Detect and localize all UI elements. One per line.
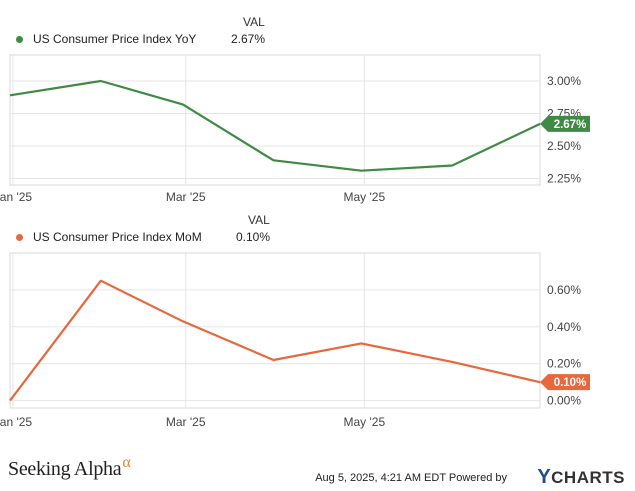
- data-point[interactable]: [7, 92, 13, 98]
- x-tick-label: Jan '25: [0, 415, 32, 429]
- plot-frame: [9, 252, 541, 409]
- footer: Seeking Alphaα Aug 5, 2025, 4:21 AM EDT …: [0, 452, 635, 491]
- legend-label: US Consumer Price Index MoM: [33, 230, 202, 244]
- plot-frame: [9, 54, 541, 186]
- data-point[interactable]: [98, 278, 104, 284]
- legend-item-mom[interactable]: US Consumer Price Index MoM: [16, 230, 202, 244]
- last-value-badge: [540, 115, 590, 132]
- alpha-logo-icon: α: [122, 454, 131, 471]
- legend-value: 2.67%: [231, 32, 266, 46]
- data-point[interactable]: [180, 318, 186, 324]
- legend-item-yoy[interactable]: US Consumer Price Index YoY: [16, 32, 196, 46]
- series-dot-icon: [16, 35, 23, 43]
- last-value-badge: [540, 374, 590, 391]
- legend-val-header: VAL: [243, 15, 265, 29]
- x-tick-label: May '25: [343, 190, 385, 204]
- logo-text: Seeking Alpha: [8, 458, 122, 480]
- x-tick-label: May '25: [343, 415, 385, 429]
- y-tick-label: 3.00%: [547, 74, 581, 88]
- y-tick-label: 0.60%: [547, 283, 581, 297]
- data-point[interactable]: [271, 157, 277, 163]
- legend-val-header: VAL: [248, 213, 270, 227]
- x-tick-label: Jan '25: [0, 190, 32, 204]
- y-tick-label: 2.25%: [547, 172, 581, 186]
- data-point[interactable]: [449, 163, 455, 169]
- y-tick-label: 0.00%: [547, 394, 581, 408]
- data-point[interactable]: [358, 340, 364, 346]
- seeking-alpha-logo[interactable]: Seeking Alphaα: [8, 454, 131, 481]
- data-point[interactable]: [180, 101, 186, 107]
- last-value-label: 0.10%: [554, 377, 587, 389]
- x-tick-label: Mar '25: [166, 190, 206, 204]
- ycharts-y-icon: Y: [537, 466, 552, 488]
- data-point[interactable]: [98, 78, 104, 84]
- last-value-label: 2.67%: [554, 119, 587, 131]
- timestamp: Aug 5, 2025, 4:21 AM EDT Powered by: [315, 472, 507, 484]
- data-point[interactable]: [358, 168, 364, 174]
- y-tick-label: 0.40%: [547, 320, 581, 334]
- x-tick-label: Mar '25: [166, 415, 206, 429]
- data-point[interactable]: [7, 398, 13, 404]
- y-tick-label: 2.50%: [547, 139, 581, 153]
- data-point[interactable]: [449, 359, 455, 365]
- ycharts-logo[interactable]: YCHARTS: [537, 466, 625, 489]
- data-point[interactable]: [271, 357, 277, 363]
- series-dot-icon: [16, 233, 23, 241]
- legend-value: 0.10%: [236, 230, 271, 244]
- legend-label: US Consumer Price Index YoY: [33, 32, 197, 46]
- series-line[interactable]: [9, 79, 541, 172]
- ycharts-text: CHARTS: [551, 468, 625, 487]
- series-line[interactable]: [9, 279, 541, 402]
- y-tick-label: 0.20%: [547, 357, 581, 371]
